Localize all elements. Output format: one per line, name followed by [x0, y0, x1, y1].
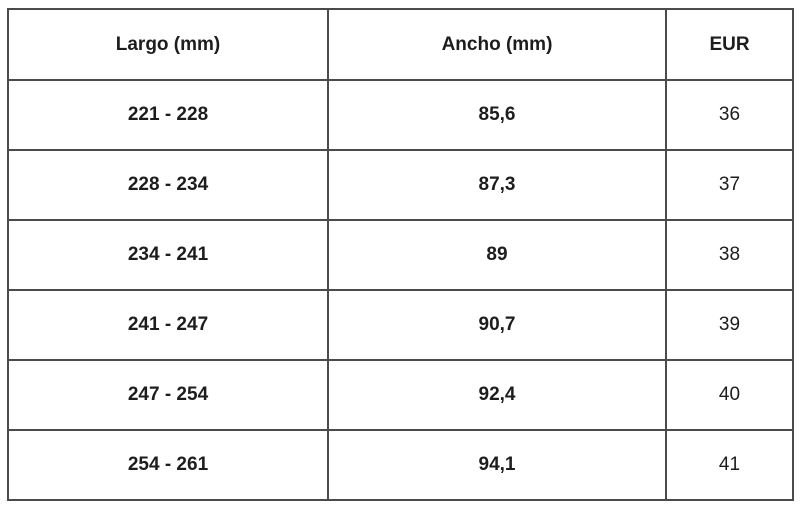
- table-row: 234 - 241 89 38: [7, 219, 794, 291]
- column-header-largo: Largo (mm): [7, 8, 329, 81]
- size-chart-table: Largo (mm) Ancho (mm) EUR 221 - 228 85,6…: [7, 8, 794, 501]
- table-row: 221 - 228 85,6 36: [7, 79, 794, 151]
- table-row: 241 - 247 90,7 39: [7, 289, 794, 361]
- cell-largo: 221 - 228: [7, 79, 329, 151]
- cell-largo: 254 - 261: [7, 429, 329, 501]
- column-header-ancho: Ancho (mm): [327, 8, 667, 81]
- cell-eur: 38: [665, 219, 794, 291]
- column-header-eur: EUR: [665, 8, 794, 81]
- cell-largo: 247 - 254: [7, 359, 329, 431]
- header-row: Largo (mm) Ancho (mm) EUR: [7, 8, 794, 81]
- cell-ancho: 87,3: [327, 149, 667, 221]
- table-row: 228 - 234 87,3 37: [7, 149, 794, 221]
- cell-eur: 37: [665, 149, 794, 221]
- cell-ancho: 85,6: [327, 79, 667, 151]
- cell-eur: 41: [665, 429, 794, 501]
- cell-ancho: 90,7: [327, 289, 667, 361]
- cell-eur: 36: [665, 79, 794, 151]
- table-row: 247 - 254 92,4 40: [7, 359, 794, 431]
- cell-largo: 228 - 234: [7, 149, 329, 221]
- cell-ancho: 94,1: [327, 429, 667, 501]
- cell-largo: 234 - 241: [7, 219, 329, 291]
- cell-largo: 241 - 247: [7, 289, 329, 361]
- cell-ancho: 89: [327, 219, 667, 291]
- cell-eur: 39: [665, 289, 794, 361]
- cell-eur: 40: [665, 359, 794, 431]
- table-row: 254 - 261 94,1 41: [7, 429, 794, 501]
- cell-ancho: 92,4: [327, 359, 667, 431]
